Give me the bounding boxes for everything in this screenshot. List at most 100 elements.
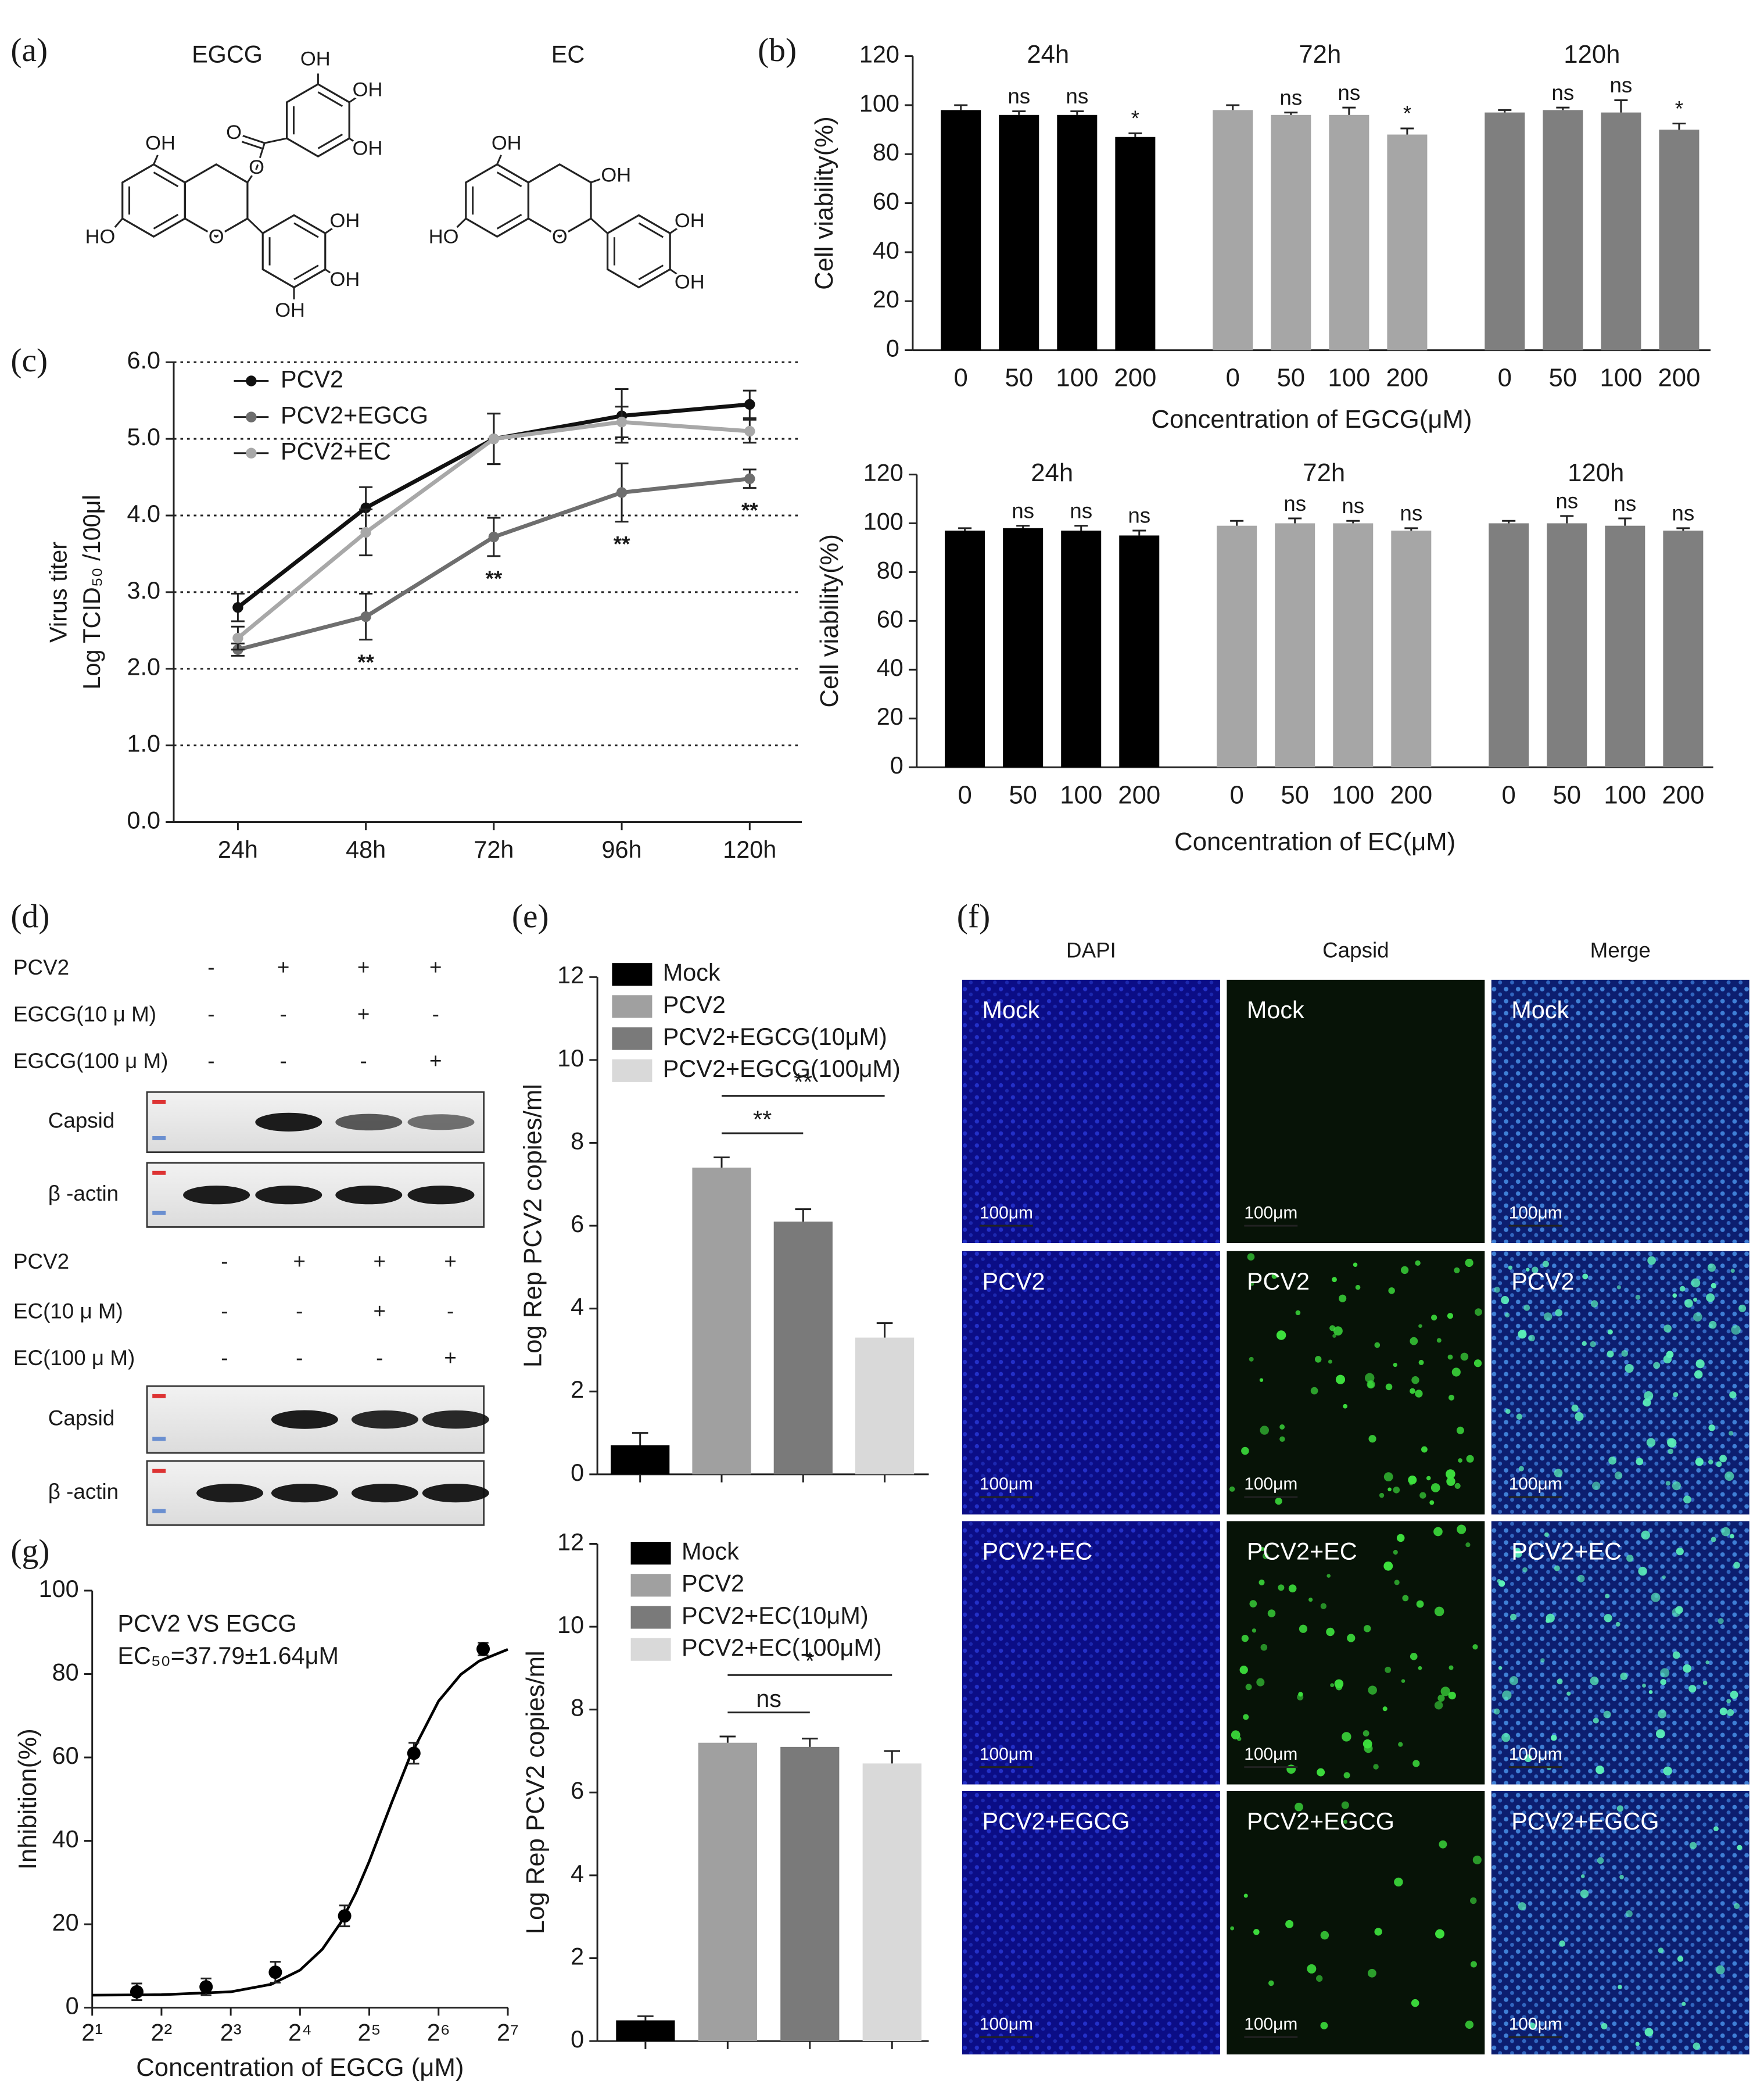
treatment-sign: + [429, 1049, 442, 1073]
double-bond [317, 133, 343, 149]
significance-label: ns [1066, 84, 1088, 108]
significance-label: * [1131, 106, 1139, 130]
x-tick-label: 2⁵ [357, 2020, 381, 2046]
infected-cell [1454, 1267, 1460, 1273]
infected-cell [1730, 1691, 1738, 1699]
bar [692, 1168, 751, 1474]
atom-label: OH [145, 133, 175, 155]
infected-cell [1247, 1253, 1255, 1261]
infected-cell [1498, 1580, 1505, 1587]
significance-label: ns [1012, 499, 1034, 522]
treatment-sign: + [293, 1249, 305, 1273]
treatment-sign: + [357, 1002, 370, 1026]
significance-label: ns [1609, 73, 1632, 97]
infected-cell [1278, 1584, 1285, 1591]
infected-cell [1580, 1874, 1585, 1878]
treatment-sign: - [376, 1346, 383, 1370]
scale-bar-label: 100μm [980, 1203, 1033, 1222]
data-point [232, 632, 243, 644]
infected-cell [1719, 1455, 1727, 1463]
bond [324, 268, 335, 277]
infected-cell [1724, 1471, 1734, 1481]
data-point [268, 1965, 282, 1979]
treatment-sign: - [207, 1049, 214, 1073]
x-tick-label: 2¹ [81, 2020, 103, 2046]
bar [855, 1337, 915, 1474]
y-tick-label: 4 [571, 1860, 584, 1887]
bar [1391, 531, 1432, 768]
comparison-label: * [805, 1648, 815, 1674]
bar [698, 1742, 757, 2042]
infected-cell [1241, 1635, 1249, 1642]
infected-cell [1614, 1471, 1623, 1480]
infected-cell [1636, 1458, 1644, 1466]
bar [1543, 110, 1583, 350]
y-tick-label: 0 [571, 1459, 584, 1486]
infected-cell [1288, 1584, 1297, 1593]
treatment-sign: + [373, 1249, 385, 1273]
infected-cell [1259, 1378, 1264, 1382]
infected-cell [1618, 1985, 1622, 1989]
panel-condition: PCV2+EGCG [1511, 1808, 1659, 1835]
scale-bar-label: 100μm [1509, 1474, 1562, 1494]
infected-cell [1709, 1320, 1717, 1329]
x-tick-label: 2⁷ [497, 2020, 519, 2046]
infected-cell [1593, 1717, 1599, 1724]
treatment-sign: + [444, 1346, 456, 1370]
x-tick-label: 24h [218, 836, 258, 863]
infected-cell [1524, 1754, 1532, 1763]
infected-cell [1689, 1842, 1697, 1849]
infected-cell [1279, 1424, 1285, 1430]
infected-cell [1449, 1665, 1454, 1670]
x-tick-label: 100 [1332, 780, 1374, 809]
infected-cell [1590, 1341, 1596, 1348]
infected-cell [1243, 1893, 1248, 1898]
y-axis-label: Log Rep PCV2 copies/ml [519, 1084, 547, 1367]
panel-condition: PCV2+EC [1511, 1538, 1622, 1565]
infected-cell [1394, 1877, 1403, 1887]
infected-cell [1426, 1476, 1431, 1481]
blot-label: Capsid [48, 1406, 115, 1430]
bar [1605, 525, 1645, 768]
y-tick-label: 120 [863, 459, 903, 486]
infected-cell [1655, 1729, 1665, 1739]
scale-bar-label: 100μm [1244, 1474, 1297, 1494]
y-tick-label: 0 [886, 335, 899, 362]
column-header: Merge [1590, 938, 1651, 962]
scale-bar-label: 100μm [1509, 2014, 1562, 2033]
bond [349, 137, 359, 145]
significance-label: ** [614, 532, 630, 556]
infected-cell [1342, 1732, 1351, 1742]
infected-cell [1566, 1691, 1571, 1696]
infected-cell [1388, 1287, 1395, 1294]
significance-label: ** [357, 650, 374, 674]
double-bond [293, 222, 319, 238]
infected-cell [1641, 1530, 1650, 1540]
panel-label: (b) [758, 32, 797, 69]
y-tick-label: 4.0 [127, 500, 160, 527]
infected-cell [1314, 1356, 1322, 1363]
infected-cell [1433, 1527, 1443, 1537]
infected-cell [1604, 1614, 1612, 1623]
ladder-mark [152, 1509, 166, 1513]
x-tick-label: 2⁴ [288, 2020, 312, 2046]
infected-cell [1398, 1742, 1403, 1747]
atom-label: OH [675, 271, 705, 293]
infected-cell [1601, 2023, 1608, 2030]
infected-cell [1418, 1666, 1422, 1670]
panel-condition: Mock [982, 997, 1039, 1023]
infected-cell [1668, 1448, 1673, 1455]
double-bond [496, 171, 522, 188]
y-tick-label: 60 [52, 1742, 79, 1769]
infected-cell [1335, 1374, 1346, 1384]
data-point [360, 527, 371, 538]
micrograph [1491, 979, 1749, 1243]
infected-cell [1330, 1683, 1335, 1688]
treatment-sign: + [357, 955, 370, 979]
infected-cell [1711, 1283, 1717, 1289]
infected-cell [1554, 1565, 1560, 1571]
data-point [488, 531, 500, 543]
scale-bar-label: 100μm [1244, 1745, 1297, 1764]
micrograph [1491, 1251, 1749, 1514]
infected-cell [1343, 1403, 1348, 1409]
